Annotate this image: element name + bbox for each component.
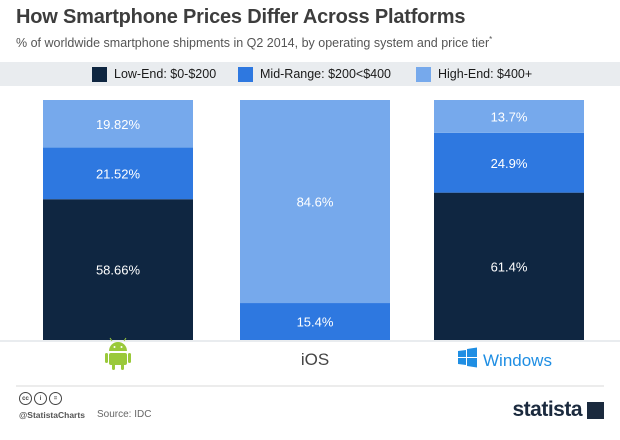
legend-label-high-end: High-End: $400+	[438, 67, 533, 81]
data-label-ios-mid-range: 15.4%	[297, 315, 334, 330]
legend-swatch-high-end	[416, 66, 431, 82]
data-label-android-mid-range: 21.52%	[96, 166, 141, 181]
chart-subtitle: % of worldwide smartphone shipments in Q…	[16, 35, 492, 50]
bar-segment-android-low-end	[43, 199, 193, 340]
bar-segment-android-mid-range	[43, 147, 193, 200]
footer-handle: @StatistaCharts	[19, 410, 85, 420]
bar-segment-windows-high-end	[434, 100, 584, 133]
legend-label-mid-range: Mid-Range: $200<$400	[260, 67, 391, 81]
attribution-icon: i	[34, 392, 47, 405]
legend-swatch-mid-range	[238, 66, 253, 82]
license-icons: cc i =	[19, 392, 62, 405]
data-label-ios-high-end: 84.6%	[297, 195, 334, 210]
subtitle-text: % of worldwide smartphone shipments in Q…	[16, 36, 490, 51]
windows-icon	[458, 347, 477, 368]
chart-title: How Smartphone Prices Differ Across Plat…	[16, 6, 466, 28]
legend-item-high-end: High-End: $400+	[416, 62, 532, 86]
subtitle-footnote-mark: *	[489, 35, 493, 44]
footer-source: Source: IDC	[97, 409, 152, 420]
bar-segment-windows-mid-range	[434, 132, 584, 193]
legend: Low-End: $0-$200 Mid-Range: $200<$400 Hi…	[0, 62, 620, 86]
brand-name: statista	[512, 398, 582, 421]
legend-item-low-end: Low-End: $0-$200	[92, 62, 216, 86]
legend-label-low-end: Low-End: $0-$200	[114, 67, 217, 81]
bar-segment-ios-high-end	[240, 100, 390, 304]
data-label-android-low-end: 58.66%	[96, 263, 141, 278]
bar-segment-android-high-end	[43, 100, 193, 148]
data-label-windows-high-end: 13.7%	[491, 109, 528, 124]
data-label-windows-mid-range: 24.9%	[491, 156, 528, 171]
category-label-windows: Windows	[483, 351, 552, 370]
android-icon	[105, 337, 131, 370]
legend-item-mid-range: Mid-Range: $200<$400	[238, 62, 391, 86]
cc-icon: cc	[19, 392, 32, 405]
legend-swatch-low-end	[92, 66, 107, 82]
data-label-android-high-end: 19.82%	[96, 117, 141, 132]
bar-segment-windows-low-end	[434, 192, 584, 340]
data-label-windows-low-end: 61.4%	[491, 259, 528, 274]
brand-logo: statista	[512, 398, 604, 422]
brand-mark-icon	[587, 401, 604, 419]
category-label-ios: iOS	[301, 350, 329, 369]
no-derivatives-icon: =	[49, 392, 62, 405]
bar-segment-ios-mid-range	[240, 303, 390, 340]
